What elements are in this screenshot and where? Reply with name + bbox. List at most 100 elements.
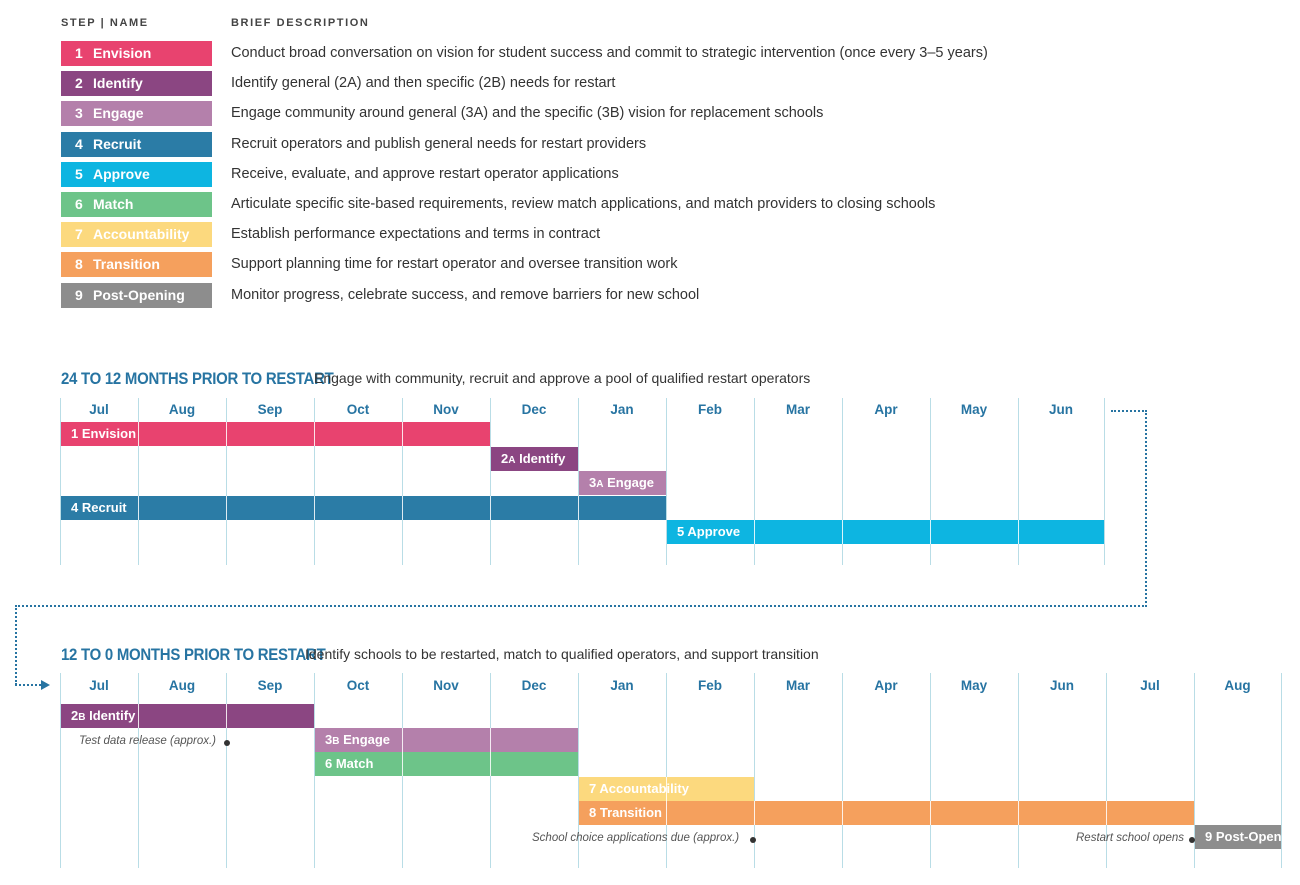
legend-step-name: Post-Opening [93,287,185,303]
connector-line [15,605,1147,607]
grid-line [842,673,843,868]
grid-line [314,398,315,565]
timeline-bar: 7 Accountability [579,776,754,801]
legend-header-step: STEP | NAME [61,17,149,29]
note-test-data-release: Test data release (approx.) [79,735,217,747]
timeline1-title: 24 TO 12 MONTHS PRIOR TO RESTART [61,369,334,388]
timeline-bar: 1 Envision [61,422,490,446]
legend-step-description: Conduct broad conversation on vision for… [231,45,988,61]
legend-step-number: 9 [75,287,83,303]
month-label: Jul [89,402,109,417]
timeline-bar: 2B Identify [61,704,314,728]
legend-step-description: Establish performance expectations and t… [231,226,601,242]
legend-step-name: Identify [93,75,143,91]
month-label: May [960,402,988,417]
legend-step-number: 4 [75,136,83,152]
connector-line [15,684,41,686]
grid-line [1104,398,1105,565]
note-restart-school-opens: Restart school opens [1076,832,1185,844]
bar-label: 4 Recruit [71,499,127,515]
month-label: May [960,678,988,693]
month-label: Feb [697,402,722,417]
legend-step-number: 7 [75,226,83,242]
grid-line [930,673,931,868]
timeline-bar: 4 Recruit [61,495,666,520]
timeline-bar: 9 Post-Open [1195,825,1281,849]
legend-step-8: 8 Transition [61,252,212,277]
bar-label: 8 Transition [589,804,662,820]
legend-step-1: 1 Envision [61,41,212,66]
legend-step-2: 2 Identify [61,71,212,96]
month-label: Apr [874,402,898,417]
bar-segment-divider [930,520,931,544]
timeline1-subtitle: Engage with community, recruit and appro… [314,370,811,386]
bar-segment-divider [402,495,403,520]
bar-label: 2A Identify [501,450,566,466]
legend-step-description: Identify general (2A) and then specific … [231,75,616,91]
legend-step-description: Engage community around general (3A) and… [231,105,824,121]
grid-line [138,398,139,565]
grid-line [754,398,755,565]
month-label: Dec [521,402,547,417]
bar-segment-divider [138,495,139,520]
legend-step-name: Accountability [93,226,190,242]
milestone-dot [1189,837,1195,843]
bar-segment-divider [226,495,227,520]
legend-step-number: 1 [75,45,83,61]
grid-line [930,398,931,565]
legend-step-number: 3 [75,105,83,121]
timeline-bar: 3A Engage [579,471,666,495]
legend-step-name: Transition [93,256,160,272]
grid-line [666,398,667,565]
month-label: Jun [1048,402,1073,417]
month-label: Aug [168,678,196,693]
bar-label: 9 Post-Open [1205,829,1281,844]
bar-segment-divider [490,752,491,777]
grid-line [1018,673,1019,868]
legend-step-name: Match [93,196,134,212]
grid-line [138,673,139,868]
bar-label: 5 Approve [677,524,741,539]
bar-label: 1 Envision [71,426,137,441]
bar-segment-divider [1018,520,1019,544]
legend-step-name: Engage [93,105,144,121]
grid-line [402,398,403,565]
bar-label: 2B Identify [71,708,136,723]
legend-step-name: Envision [93,45,152,61]
grid-line [666,673,667,868]
grid-line [226,398,227,565]
timeline-bar: 6 Match [315,752,578,777]
grid-line [490,398,491,565]
bar-label: 3A Engage [589,475,655,490]
bar-segment-divider [842,800,843,825]
legend-step-5: 5 Approve [61,162,212,187]
grid-line [578,398,579,565]
legend-step-description: Monitor progress, celebrate success, and… [231,287,700,303]
bar-label: 3B Engage [325,732,391,748]
legend-step-name: Recruit [93,136,142,152]
connector-line [1145,410,1147,607]
month-label: Aug [168,402,196,417]
legend-step-9: 9 Post-Opening [61,283,212,308]
bar-segment-divider [402,422,403,446]
grid-line [578,673,579,868]
timeline-bar: 8 Transition [579,800,1194,825]
month-label: Jan [610,402,634,417]
timeline2-title: 12 TO 0 MONTHS PRIOR TO RESTART [61,645,326,664]
month-label: Nov [433,402,459,417]
bar-segment-divider [402,752,403,777]
arrow-right-icon [41,680,50,690]
bar-segment-divider [490,495,491,520]
bar-segment-divider [226,422,227,446]
month-label: Jun [1049,678,1074,693]
bar-segment-divider [226,704,227,728]
bar-segment-divider [754,520,755,544]
grid-line [754,673,755,868]
month-label: Nov [433,678,459,693]
month-label: Oct [346,402,370,417]
bar-segment-divider [138,704,139,728]
bar-segment-divider [666,800,667,825]
legend-step-description: Receive, evaluate, and approve restart o… [231,166,619,182]
grid-line [226,673,227,868]
legend-step-number: 8 [75,256,83,272]
